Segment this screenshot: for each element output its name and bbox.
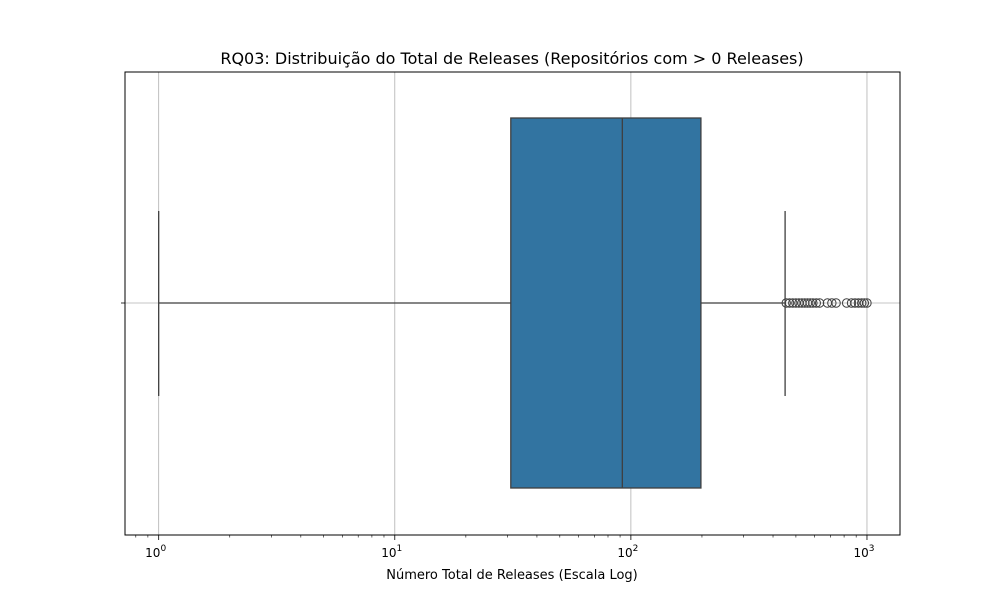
outlier-point bbox=[811, 298, 821, 308]
outlier-point bbox=[784, 298, 795, 308]
outlier-point bbox=[788, 298, 798, 308]
x-axis: 100 101 102 103 bbox=[121, 302, 874, 560]
x-tick-exponent: 2 bbox=[633, 544, 639, 554]
x-tick-base: 10 bbox=[145, 546, 160, 560]
outlier-point bbox=[862, 298, 872, 308]
x-tick-label: 103 bbox=[853, 544, 874, 560]
x-tick-label: 101 bbox=[381, 544, 402, 560]
plot-frame bbox=[124, 71, 901, 536]
outlier-point bbox=[846, 298, 857, 308]
outlier-point bbox=[857, 298, 867, 308]
x-tick-label: 102 bbox=[617, 544, 638, 560]
x-tick-exponent: 0 bbox=[160, 544, 166, 554]
outlier-point bbox=[805, 298, 815, 308]
x-tick-base: 10 bbox=[381, 546, 396, 560]
x-tick-exponent: 3 bbox=[869, 544, 875, 554]
outlier-point bbox=[808, 298, 818, 308]
outlier-point bbox=[850, 298, 860, 308]
x-tick-base: 10 bbox=[617, 546, 632, 560]
chart-title: RQ03: Distribuição do Total de Releases … bbox=[220, 49, 803, 68]
x-tick-base: 10 bbox=[853, 546, 868, 560]
iqr-box bbox=[510, 117, 702, 489]
outlier-point bbox=[859, 298, 870, 308]
x-axis-label: Número Total de Releases (Escala Log) bbox=[386, 568, 638, 583]
x-tick-label: 100 bbox=[145, 544, 166, 560]
outlier-point bbox=[827, 298, 837, 308]
x-tick-exponent: 1 bbox=[397, 544, 403, 554]
outlier-point bbox=[781, 298, 791, 308]
outlier-point bbox=[814, 298, 825, 308]
plot-area bbox=[158, 117, 872, 489]
outlier-point bbox=[831, 298, 841, 308]
